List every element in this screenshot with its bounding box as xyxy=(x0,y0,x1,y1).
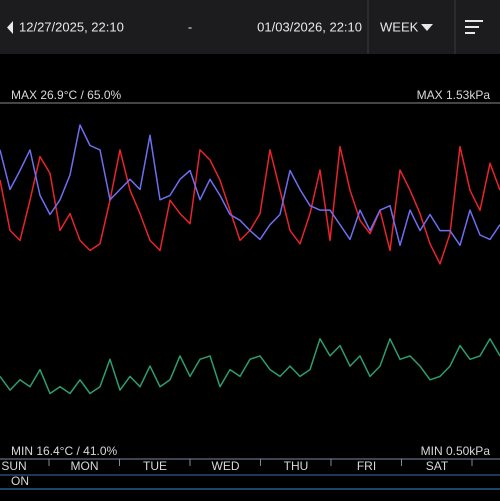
day-label: FRI xyxy=(357,459,376,473)
day-label: SUN xyxy=(1,459,26,473)
max-label-right: MAX 1.53kPa xyxy=(417,88,491,102)
day-label: SAT xyxy=(426,459,449,473)
max-label: MAX 26.9°C / 65.0% xyxy=(11,88,122,102)
top-bar xyxy=(0,0,500,54)
start-date[interactable]: 12/27/2025, 22:10 xyxy=(19,19,124,34)
day-label: MON xyxy=(71,459,99,473)
series-line xyxy=(0,124,500,247)
range-select[interactable]: WEEK xyxy=(380,19,419,34)
day-label: TUE xyxy=(143,459,167,473)
min-label: MIN 16.4°C / 41.0% xyxy=(11,444,118,458)
separator: - xyxy=(188,19,192,34)
menu-icon[interactable] xyxy=(465,20,483,34)
min-label-right: MIN 0.50kPa xyxy=(421,444,491,458)
dropdown-arrow[interactable] xyxy=(421,24,433,31)
day-label: WED xyxy=(212,459,240,473)
day-label: THU xyxy=(284,459,309,473)
back-arrow[interactable] xyxy=(7,21,13,34)
end-date[interactable]: 01/03/2026, 22:10 xyxy=(257,19,362,34)
series-line xyxy=(0,338,500,395)
status: ON xyxy=(11,474,29,488)
